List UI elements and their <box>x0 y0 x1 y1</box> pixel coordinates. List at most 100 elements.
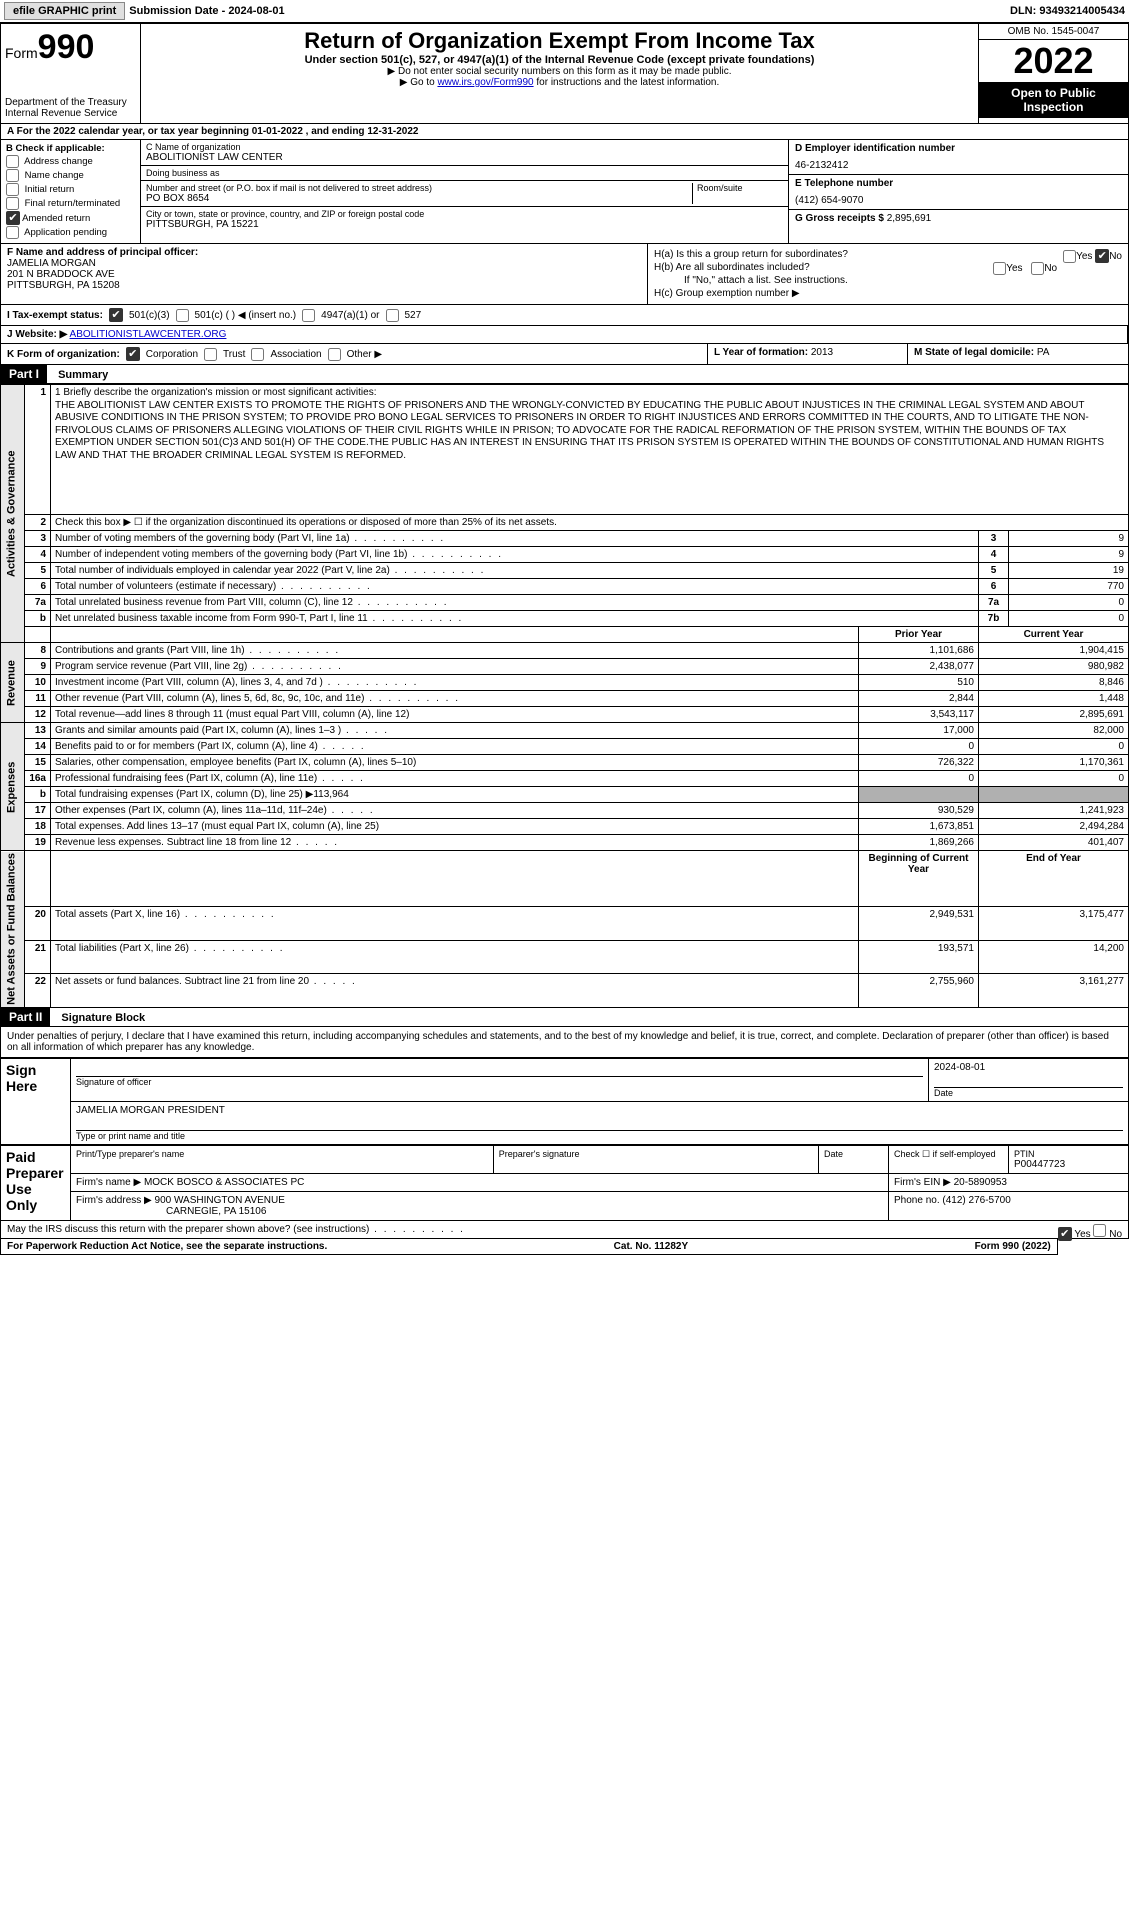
opt-501c3: 501(c)(3) <box>129 310 170 321</box>
row-num: 6 <box>25 579 51 595</box>
top-bar: efile GRAPHIC print Submission Date - 20… <box>0 0 1129 23</box>
website-link[interactable]: ABOLITIONISTLAWCENTER.ORG <box>70 329 227 340</box>
row-desc: Benefits paid to or for members (Part IX… <box>51 739 859 755</box>
table-row: Expenses13Grants and similar amounts pai… <box>1 723 1129 739</box>
chk-527[interactable] <box>386 309 399 322</box>
table-row: 4Number of independent voting members of… <box>1 547 1129 563</box>
opt-assoc: Association <box>270 349 321 360</box>
line2-desc: Check this box ▶ ☐ if the organization d… <box>51 515 1129 531</box>
row-current: 3,175,477 <box>979 907 1129 940</box>
org-name-lbl: C Name of organization <box>146 142 783 152</box>
note-link: ▶ Go to www.irs.gov/Form990 for instruct… <box>145 77 974 88</box>
row-current: 0 <box>979 739 1129 755</box>
chk-other[interactable] <box>328 348 341 361</box>
efile-print-button[interactable]: efile GRAPHIC print <box>4 2 125 20</box>
part2-title: Signature Block <box>53 1010 153 1026</box>
row-desc: Other revenue (Part VIII, column (A), li… <box>51 691 859 707</box>
row-prior: 2,949,531 <box>859 907 979 940</box>
firm-phone-cell: Phone no. (412) 276-5700 <box>889 1191 1129 1220</box>
box-b: B Check if applicable: Address change Na… <box>1 140 141 243</box>
row-prior: 2,755,960 <box>859 974 979 1007</box>
firm-addr-lbl: Firm's address ▶ <box>76 1195 152 1206</box>
row-desc: Total revenue—add lines 8 through 11 (mu… <box>51 707 859 723</box>
table-row: 6Total number of volunteers (estimate if… <box>1 579 1129 595</box>
chk-lbl: Application pending <box>24 227 107 238</box>
row-prior: 17,000 <box>859 723 979 739</box>
chk-4947[interactable] <box>302 309 315 322</box>
row-prior: 3,543,117 <box>859 707 979 723</box>
firm-addr-cell: Firm's address ▶ 900 WASHINGTON AVENUE C… <box>71 1191 889 1220</box>
box-deg: D Employer identification number 46-2132… <box>788 140 1128 243</box>
firm-ein: 20-5890953 <box>954 1177 1007 1188</box>
chk-initial-return[interactable]: Initial return <box>6 183 135 196</box>
table-row: 20Total assets (Part X, line 16)2,949,53… <box>1 907 1129 940</box>
ha-yes[interactable] <box>1063 250 1076 263</box>
row-box: 7b <box>979 611 1009 627</box>
row-prior: 510 <box>859 675 979 691</box>
opt-corp: Corporation <box>146 349 198 360</box>
hc-row: H(c) Group exemption number ▶ <box>654 288 1122 299</box>
row-prior: 1,869,266 <box>859 835 979 851</box>
chk-lbl: Name change <box>25 170 84 181</box>
name-title: JAMELIA MORGAN PRESIDENT <box>76 1105 1123 1116</box>
row-box: 6 <box>979 579 1009 595</box>
begin-year-hdr: Beginning of Current Year <box>859 851 979 907</box>
summary-table: Activities & Governance 1 1 Briefly desc… <box>0 384 1129 1008</box>
hb-yes[interactable] <box>993 262 1006 275</box>
ha-no-check: ✔ <box>1095 249 1109 263</box>
row-current: 1,170,361 <box>979 755 1129 771</box>
header-left: Form990 Department of the Treasury Inter… <box>1 24 141 123</box>
row-num: 19 <box>25 835 51 851</box>
sig-date-lbl: Date <box>934 1087 1123 1098</box>
chk-lbl: Final return/terminated <box>25 198 121 209</box>
row-num: 17 <box>25 803 51 819</box>
row-desc: Contributions and grants (Part VIII, lin… <box>51 643 859 659</box>
ein-cell: D Employer identification number 46-2132… <box>789 140 1128 175</box>
row-num: b <box>25 787 51 803</box>
ptin-cell: PTIN P00447723 <box>1009 1145 1129 1173</box>
line1-num: 1 <box>25 385 51 515</box>
street-val: PO BOX 8654 <box>146 193 688 204</box>
chk-amended-return[interactable]: ✔ Amended return <box>6 211 135 225</box>
firm-addr1: 900 WASHINGTON AVENUE <box>155 1195 285 1206</box>
row-prior: 1,673,851 <box>859 819 979 835</box>
footer: For Paperwork Reduction Act Notice, see … <box>0 1239 1058 1255</box>
chk-assoc[interactable] <box>251 348 264 361</box>
table-row: 10Investment income (Part VIII, column (… <box>1 675 1129 691</box>
box-f: F Name and address of principal officer:… <box>1 244 648 304</box>
row-current: 1,448 <box>979 691 1129 707</box>
open-to-public: Open to Public Inspection <box>979 82 1128 118</box>
row-box: 7a <box>979 595 1009 611</box>
gross-val: 2,895,691 <box>887 213 932 224</box>
row-prior: 930,529 <box>859 803 979 819</box>
row-i: I Tax-exempt status: ✔501(c)(3) 501(c) (… <box>0 305 1129 326</box>
chk-name-change[interactable]: Name change <box>6 169 135 182</box>
end-year-hdr: End of Year <box>979 851 1129 907</box>
chk-application-pending[interactable]: Application pending <box>6 226 135 239</box>
j-lbl: J Website: ▶ <box>7 329 67 340</box>
firm-ein-lbl: Firm's EIN ▶ <box>894 1177 951 1188</box>
row-prior: 1,101,686 <box>859 643 979 659</box>
chk-address-change[interactable]: Address change <box>6 155 135 168</box>
row-current: 2,494,284 <box>979 819 1129 835</box>
firm-phone: (412) 276-5700 <box>942 1195 1010 1206</box>
discuss-no[interactable] <box>1093 1224 1106 1237</box>
irs-link[interactable]: www.irs.gov/Form990 <box>437 77 533 88</box>
part2-bar: Part II Signature Block <box>0 1008 1129 1027</box>
dln: DLN: 93493214005434 <box>1010 5 1125 17</box>
hb-no[interactable] <box>1031 262 1044 275</box>
row-val: 770 <box>1009 579 1129 595</box>
firm-phone-lbl: Phone no. <box>894 1195 940 1206</box>
part1-tag: Part I <box>1 365 47 383</box>
box-h: H(a) Is this a group return for subordin… <box>648 244 1128 304</box>
table-row: 18Total expenses. Add lines 13–17 (must … <box>1 819 1129 835</box>
chk-trust[interactable] <box>204 348 217 361</box>
row-num: 9 <box>25 659 51 675</box>
org-name: ABOLITIONIST LAW CENTER <box>146 152 783 163</box>
opt-527: 527 <box>405 310 422 321</box>
chk-501c[interactable] <box>176 309 189 322</box>
row-current-gray <box>979 787 1129 803</box>
chk-final-return[interactable]: Final return/terminated <box>6 197 135 210</box>
hb-note: If "No," attach a list. See instructions… <box>654 275 1122 286</box>
row-box: 4 <box>979 547 1009 563</box>
